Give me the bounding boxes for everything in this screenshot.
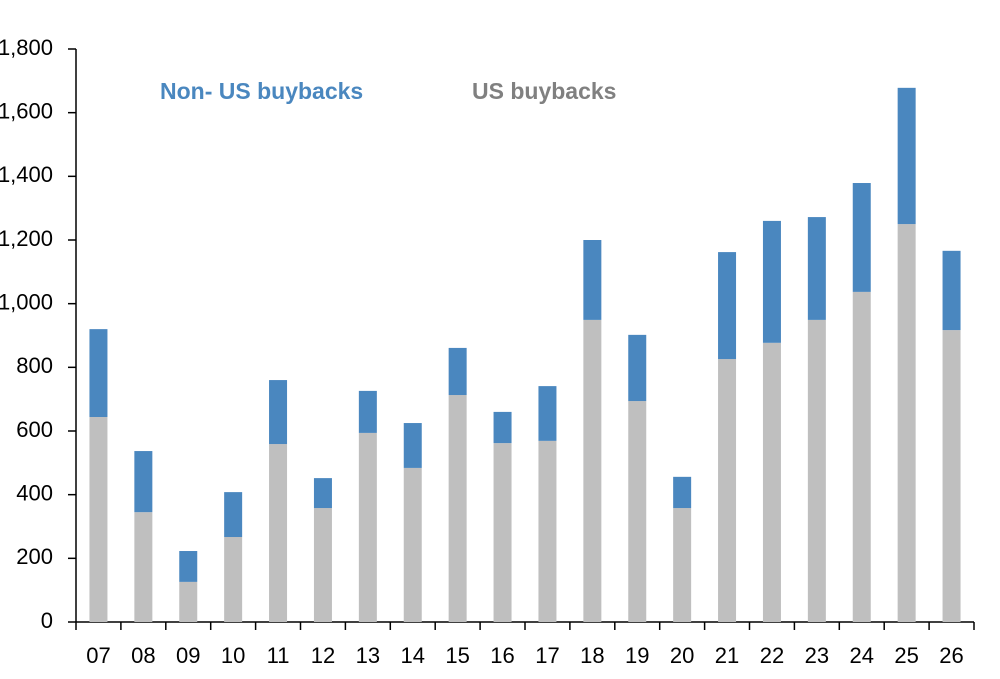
bar-segment	[628, 401, 647, 622]
bar-segment	[538, 386, 557, 441]
bar-segment	[493, 411, 512, 444]
x-tick-label: 23	[805, 643, 829, 668]
y-tick-label: 1,200	[0, 226, 53, 251]
bar-segment	[358, 432, 377, 622]
y-tick-label: 1,600	[0, 98, 53, 123]
bar-segment	[942, 250, 961, 331]
bar-segment	[718, 359, 737, 622]
x-tick-label: 08	[131, 643, 155, 668]
x-tick-label: 12	[311, 643, 335, 668]
x-tick-label: 25	[894, 643, 918, 668]
bar-segment	[852, 183, 871, 292]
bar-segment	[852, 291, 871, 622]
bar-segment	[403, 423, 422, 468]
bar-segment	[583, 319, 602, 622]
bar-segment	[358, 390, 377, 433]
bar-segment	[89, 329, 108, 417]
legend-label: US buybacks	[472, 78, 616, 104]
bar-segment	[179, 581, 198, 622]
bar-segment	[89, 416, 108, 622]
bar-segment	[493, 443, 512, 622]
y-tick-label: 1,400	[0, 162, 53, 187]
bar-segment	[269, 444, 288, 622]
bar-segment	[942, 330, 961, 622]
x-tick-label: 15	[445, 643, 469, 668]
y-tick-label: 600	[16, 417, 53, 442]
x-tick-label: 22	[760, 643, 784, 668]
bar-segment	[673, 476, 692, 509]
y-tick-label: 400	[16, 480, 53, 505]
x-tick-label: 17	[535, 643, 559, 668]
legend-label: Non- US buybacks	[160, 78, 363, 104]
bar-segment	[897, 224, 916, 623]
bar-segment	[538, 440, 557, 622]
bar-segment	[269, 380, 288, 445]
bar-segment	[807, 217, 826, 320]
bar-segment	[718, 252, 737, 360]
bar-segment	[179, 551, 198, 582]
bar-segment	[583, 240, 602, 320]
y-tick-label: 800	[16, 353, 53, 378]
x-tick-label: 20	[670, 643, 694, 668]
bar-segment	[403, 467, 422, 622]
x-tick-label: 09	[176, 643, 200, 668]
x-tick-label: 24	[850, 643, 874, 668]
x-tick-label: 11	[267, 643, 290, 668]
x-tick-label: 18	[580, 643, 604, 668]
bar-segment	[224, 492, 243, 538]
x-tick-label: 26	[939, 643, 963, 668]
bar-segment	[673, 508, 692, 622]
bar-segment	[628, 334, 647, 402]
bar-segment	[448, 347, 467, 396]
y-tick-label: 1,000	[0, 289, 53, 314]
bar-segment	[313, 508, 332, 622]
bar-segment	[762, 342, 781, 622]
bar-segment	[762, 220, 781, 343]
y-tick-label: 0	[41, 608, 53, 633]
x-tick-label: 21	[715, 643, 739, 668]
x-tick-label: 19	[625, 643, 649, 668]
bar-segment	[134, 451, 153, 513]
x-tick-label: 07	[86, 643, 110, 668]
x-tick-label: 16	[490, 643, 514, 668]
bar-segment	[134, 512, 153, 622]
x-tick-label: 14	[401, 643, 425, 668]
y-tick-label: 1,800	[0, 35, 53, 60]
bar-segment	[313, 478, 332, 509]
x-tick-label: 10	[221, 643, 245, 668]
x-tick-label: 13	[356, 643, 380, 668]
bar-segment	[897, 87, 916, 225]
bar-segment	[448, 395, 467, 622]
y-tick-label: 200	[16, 544, 53, 569]
bar-segment	[807, 319, 826, 622]
bar-segment	[224, 537, 243, 622]
